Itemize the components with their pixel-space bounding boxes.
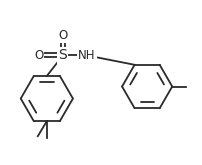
Text: O: O <box>34 49 43 62</box>
Text: NH: NH <box>78 49 96 62</box>
Text: O: O <box>58 29 67 42</box>
Text: S: S <box>59 48 67 62</box>
